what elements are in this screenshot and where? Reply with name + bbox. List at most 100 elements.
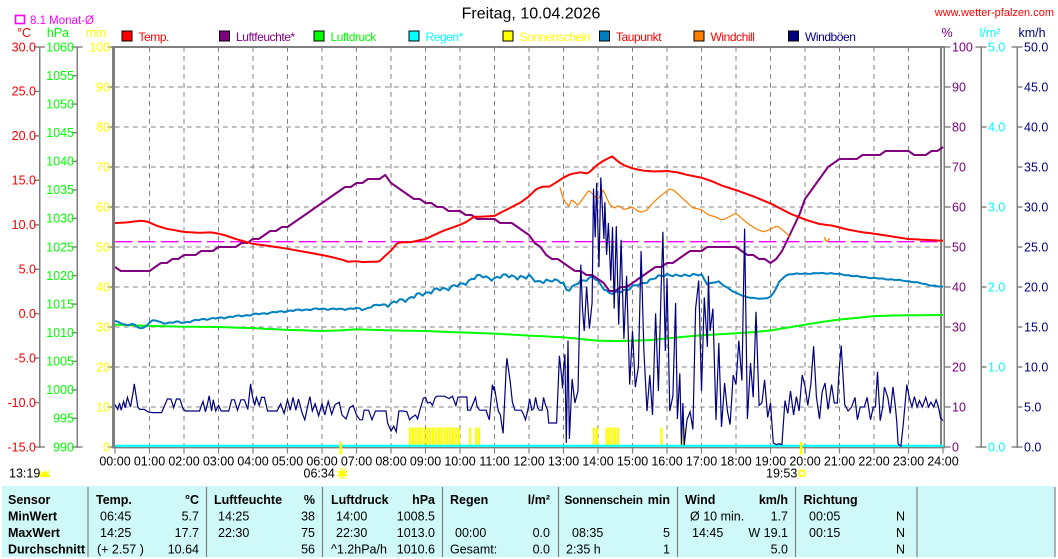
svg-text:30.0: 30.0 bbox=[1024, 200, 1048, 214]
svg-text:1.0: 1.0 bbox=[988, 360, 1005, 374]
svg-text:90: 90 bbox=[96, 80, 110, 94]
svg-text:40: 40 bbox=[952, 280, 966, 294]
svg-text:1045: 1045 bbox=[46, 126, 74, 140]
svg-text:Taupunkt: Taupunkt bbox=[616, 30, 662, 44]
svg-text:1035: 1035 bbox=[46, 183, 74, 197]
svg-text:00:00: 00:00 bbox=[455, 526, 486, 540]
svg-text:5: 5 bbox=[663, 526, 670, 540]
svg-text:19:53: 19:53 bbox=[766, 467, 797, 481]
svg-text:Temp.: Temp. bbox=[139, 30, 170, 44]
svg-text:Windböen: Windböen bbox=[805, 30, 855, 44]
svg-text:1020: 1020 bbox=[46, 269, 74, 283]
svg-text:08:00: 08:00 bbox=[375, 455, 406, 469]
svg-text:06:34: 06:34 bbox=[304, 467, 335, 481]
svg-text:Windchill: Windchill bbox=[711, 30, 755, 44]
svg-text:1.7: 1.7 bbox=[771, 510, 788, 524]
svg-text:12:00: 12:00 bbox=[513, 455, 544, 469]
svg-text:70: 70 bbox=[96, 160, 110, 174]
svg-text:1015: 1015 bbox=[46, 297, 74, 311]
svg-text:5.0: 5.0 bbox=[771, 543, 788, 557]
svg-text:06:00: 06:00 bbox=[306, 455, 337, 469]
svg-text:60: 60 bbox=[96, 200, 110, 214]
svg-text:50: 50 bbox=[96, 240, 110, 254]
svg-text:°C: °C bbox=[17, 26, 31, 40]
svg-text:1050: 1050 bbox=[46, 97, 74, 111]
svg-text:N: N bbox=[896, 543, 905, 557]
svg-text:03:00: 03:00 bbox=[203, 455, 234, 469]
svg-text:19:00: 19:00 bbox=[755, 455, 786, 469]
svg-text:1055: 1055 bbox=[46, 69, 74, 83]
svg-text:°C: °C bbox=[185, 493, 199, 507]
svg-text:N: N bbox=[896, 510, 905, 524]
svg-text:5.7: 5.7 bbox=[182, 510, 199, 524]
svg-text:20:00: 20:00 bbox=[789, 455, 820, 469]
svg-text:22:30: 22:30 bbox=[218, 526, 249, 540]
svg-text:14:45: 14:45 bbox=[692, 526, 723, 540]
svg-text:Sonnenschein: Sonnenschein bbox=[565, 493, 643, 507]
svg-text:Luftdruck: Luftdruck bbox=[331, 493, 389, 507]
svg-text:00:05: 00:05 bbox=[809, 510, 840, 524]
svg-text:38: 38 bbox=[301, 510, 315, 524]
svg-text:5.0: 5.0 bbox=[1024, 400, 1041, 414]
svg-text:14:25: 14:25 bbox=[100, 526, 131, 540]
svg-text:MinWert: MinWert bbox=[8, 510, 58, 524]
svg-text:14:25: 14:25 bbox=[218, 510, 249, 524]
svg-text:^1.2hPa/h: ^1.2hPa/h bbox=[331, 543, 387, 557]
svg-text:N: N bbox=[896, 526, 905, 540]
svg-text:22:00: 22:00 bbox=[858, 455, 889, 469]
svg-text:80: 80 bbox=[96, 120, 110, 134]
svg-text:25.0: 25.0 bbox=[12, 85, 36, 99]
svg-text:45.0: 45.0 bbox=[1024, 80, 1048, 94]
svg-text:10.0: 10.0 bbox=[1024, 360, 1048, 374]
svg-text:30.0: 30.0 bbox=[12, 40, 36, 54]
svg-text:60: 60 bbox=[952, 200, 966, 214]
svg-text:1008.5: 1008.5 bbox=[397, 510, 435, 524]
svg-text:Regen: Regen bbox=[450, 493, 488, 507]
svg-text:04:00: 04:00 bbox=[237, 455, 268, 469]
svg-text:08:35: 08:35 bbox=[572, 526, 603, 540]
svg-text:13:00: 13:00 bbox=[548, 455, 579, 469]
svg-text:1030: 1030 bbox=[46, 212, 74, 226]
svg-text:Sensor: Sensor bbox=[8, 493, 51, 507]
svg-text:W 19.1: W 19.1 bbox=[748, 526, 788, 540]
svg-text:km/h: km/h bbox=[1018, 26, 1045, 40]
svg-text:20.0: 20.0 bbox=[12, 129, 36, 143]
svg-text:24:00: 24:00 bbox=[927, 455, 958, 469]
svg-text:09:00: 09:00 bbox=[410, 455, 441, 469]
svg-text:75: 75 bbox=[301, 526, 315, 540]
svg-text:1025: 1025 bbox=[46, 240, 74, 254]
svg-text:km/h: km/h bbox=[759, 493, 788, 507]
svg-text:Gesamt:: Gesamt: bbox=[450, 543, 497, 557]
svg-text:30: 30 bbox=[952, 320, 966, 334]
svg-text:Freitag, 10.04.2026: Freitag, 10.04.2026 bbox=[462, 6, 601, 23]
svg-text:1013.0: 1013.0 bbox=[397, 526, 435, 540]
svg-text:100: 100 bbox=[952, 40, 973, 54]
svg-text:0: 0 bbox=[103, 440, 110, 454]
svg-text:40.0: 40.0 bbox=[1024, 120, 1048, 134]
svg-text:80: 80 bbox=[952, 120, 966, 134]
svg-text:hPa: hPa bbox=[47, 26, 69, 40]
svg-text:Sonnenschein: Sonnenschein bbox=[520, 30, 591, 44]
svg-text:23:00: 23:00 bbox=[893, 455, 924, 469]
svg-text:%: % bbox=[304, 493, 315, 507]
svg-text:50.0: 50.0 bbox=[1024, 40, 1048, 54]
svg-text:10.64: 10.64 bbox=[168, 543, 199, 557]
svg-text:8.1 Monat-Ø: 8.1 Monat-Ø bbox=[30, 15, 94, 27]
svg-text:22:30: 22:30 bbox=[336, 526, 367, 540]
svg-text:20: 20 bbox=[96, 360, 110, 374]
svg-text:2.0: 2.0 bbox=[988, 280, 1005, 294]
svg-text:-15.0: -15.0 bbox=[8, 440, 37, 454]
svg-text:16:00: 16:00 bbox=[651, 455, 682, 469]
svg-text:MaxWert: MaxWert bbox=[8, 526, 61, 540]
svg-text:06:45: 06:45 bbox=[100, 510, 131, 524]
svg-text:1005: 1005 bbox=[46, 355, 74, 369]
svg-text:15:00: 15:00 bbox=[617, 455, 648, 469]
svg-text:l/m²: l/m² bbox=[528, 493, 550, 507]
svg-text:min: min bbox=[86, 26, 106, 40]
svg-text:05:00: 05:00 bbox=[272, 455, 303, 469]
svg-text:1000: 1000 bbox=[46, 383, 74, 397]
svg-text:02:00: 02:00 bbox=[168, 455, 199, 469]
svg-text:(+ 2.57 ): (+ 2.57 ) bbox=[97, 543, 144, 557]
svg-text:100: 100 bbox=[89, 40, 110, 54]
svg-text:00:15: 00:15 bbox=[809, 526, 840, 540]
